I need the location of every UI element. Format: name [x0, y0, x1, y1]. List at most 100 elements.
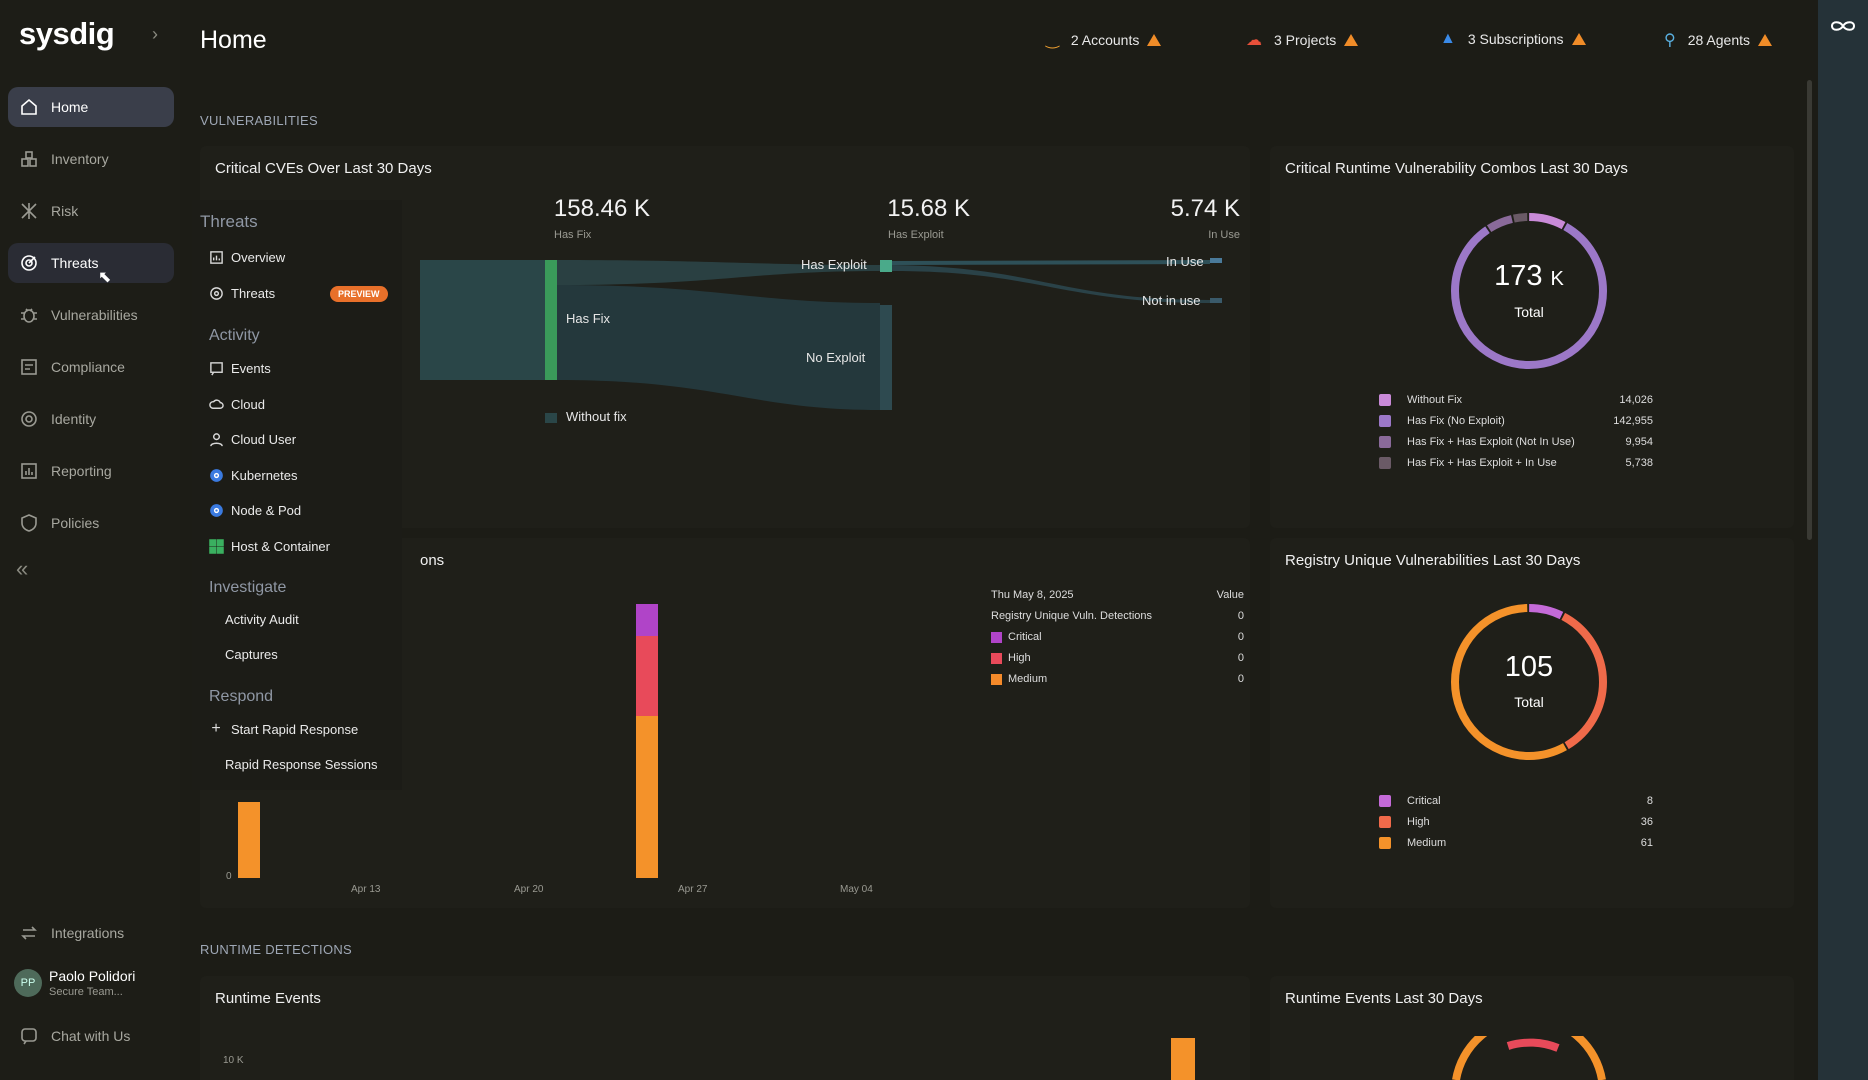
tooltip-date: Thu May 8, 2025 — [991, 589, 1074, 601]
menu-item-rapid-response-sessions[interactable]: Rapid Response Sessions — [225, 757, 377, 772]
menu-item-host-container[interactable]: Host & Container — [208, 538, 330, 554]
legend-value: 5,738 — [1625, 457, 1653, 469]
investigate-heading: Investigate — [209, 579, 287, 596]
agents-label: 28 Agents — [1687, 32, 1750, 48]
user-icon — [208, 431, 224, 447]
scrollbar[interactable] — [1807, 80, 1812, 540]
in-use-label: In Use — [1208, 229, 1240, 241]
projects-stat[interactable]: ☁ 3 Projects — [1246, 30, 1359, 50]
sidebar-item-vulnerabilities[interactable]: Vulnerabilities — [8, 295, 174, 335]
accounts-label: 2 Accounts — [1070, 32, 1140, 48]
tooltip-label: Critical — [1008, 631, 1042, 643]
sidebar-item-compliance[interactable]: Compliance — [8, 347, 174, 387]
menu-item-threats[interactable]: Threats — [208, 285, 275, 301]
events-icon — [208, 360, 224, 376]
menu-item-overview[interactable]: Overview — [208, 249, 285, 265]
sidebar-item-risk[interactable]: Risk — [8, 191, 174, 231]
legend-value: 8 — [1646, 795, 1653, 807]
sankey-label-has-exploit: Has Exploit — [801, 257, 867, 272]
threats-icon — [18, 252, 40, 274]
user-profile[interactable]: PP Paolo Polidori Secure Team... — [14, 968, 135, 998]
desktop-edge — [1818, 0, 1868, 1080]
sidebar-item-label: Vulnerabilities — [51, 307, 138, 323]
legend-item[interactable]: Has Fix + Has Exploit (Not In Use) 9,954 — [1379, 436, 1653, 448]
sankey-flow-no-exploit — [557, 285, 880, 410]
sankey-label-no-exploit: No Exploit — [806, 350, 866, 365]
inventory-icon — [18, 148, 40, 170]
infinity-icon[interactable] — [1828, 14, 1858, 38]
menu-item-activity-audit[interactable]: Activity Audit — [225, 612, 299, 627]
sysdig-logo[interactable]: sysdig — [19, 16, 115, 51]
menu-item-cloud[interactable]: Cloud — [208, 396, 265, 412]
sidebar-item-reporting[interactable]: Reporting — [8, 451, 174, 491]
sankey-label-in-use: In Use — [1166, 254, 1204, 269]
runtime-bar — [1171, 1038, 1195, 1080]
legend-item[interactable]: Medium 61 — [1379, 837, 1653, 849]
accounts-stat[interactable]: ‿ 2 Accounts — [1046, 30, 1162, 50]
sidebar-item-identity[interactable]: Identity — [8, 399, 174, 439]
runtime-events-30-panel — [1270, 976, 1794, 1080]
menu-item-label: Captures — [225, 647, 278, 662]
legend-item[interactable]: Without Fix 14,026 — [1379, 394, 1653, 406]
sankey-label-without-fix: Without fix — [566, 409, 627, 424]
combos-total-value: 173 — [1494, 260, 1543, 292]
warning-icon — [1147, 34, 1162, 46]
legend-label: Critical — [1407, 795, 1441, 807]
legend-item[interactable]: Has Fix + Has Exploit + In Use 5,738 — [1379, 457, 1653, 469]
menu-item-node-pod[interactable]: Node & Pod — [208, 502, 301, 518]
tooltip-value-head: Value — [1216, 589, 1244, 601]
sidebar-item-label: Policies — [51, 515, 100, 531]
sidebar-item-integrations[interactable]: Integrations — [8, 913, 174, 953]
sidebar-item-threats[interactable]: Threats ⬉ — [8, 243, 174, 286]
sidebar-item-inventory[interactable]: Inventory — [8, 139, 174, 179]
sankey-flow-exploit — [557, 260, 880, 285]
collapse-sidebar-icon[interactable]: « — [16, 556, 29, 581]
sankey-without-fix-node — [545, 413, 557, 423]
tooltip-value: 0 — [1237, 652, 1244, 664]
menu-item-events[interactable]: Events — [208, 360, 271, 376]
legend-value: 14,026 — [1619, 394, 1653, 406]
cve-panel-title: Critical CVEs Over Last 30 Days — [215, 160, 432, 177]
registry-total-value: 105 — [1504, 651, 1554, 683]
tooltip-header: Thu May 8, 2025 Value — [991, 589, 1244, 601]
warning-icon — [1758, 34, 1772, 46]
menu-item-captures[interactable]: Captures — [225, 647, 278, 662]
legend-item[interactable]: Critical 8 — [1379, 795, 1653, 807]
menu-item-label: Threats — [231, 285, 276, 301]
chat-with-us-button[interactable]: Chat with Us — [8, 1016, 174, 1056]
kubernetes-icon — [208, 467, 224, 483]
menu-item-label: Start Rapid Response — [231, 721, 359, 737]
respond-heading: Respond — [209, 688, 274, 705]
sankey-in-use-node — [1210, 258, 1222, 263]
legend-item[interactable]: Has Fix (No Exploit) 142,955 — [1379, 415, 1653, 427]
menu-item-cloud-user[interactable]: Cloud User — [208, 431, 296, 447]
warning-icon — [1571, 33, 1586, 45]
sankey-flow-not-in-use — [892, 265, 1210, 303]
agents-stat[interactable]: ⚲ 28 Agents — [1664, 30, 1772, 50]
gcp-icon: ☁ — [1246, 32, 1262, 49]
detections-bar-chart — [238, 604, 658, 878]
tooltip-value: 0 — [1237, 610, 1244, 622]
donut-arc-high — [1451, 604, 1607, 760]
in-use-value: 5.74 K — [1170, 195, 1240, 222]
legend-swatch — [1379, 415, 1391, 427]
registry-panel-title: Registry Unique Vulnerabilities Last 30 … — [1285, 552, 1581, 569]
menu-item-kubernetes[interactable]: Kubernetes — [208, 467, 298, 483]
sidebar-item-label: Inventory — [51, 151, 109, 167]
sidebar: sysdig › Home Inventory Risk Threats ⬉ V… — [0, 0, 180, 1080]
legend-item[interactable]: High 36 — [1379, 816, 1653, 828]
x-tick: Apr 27 — [678, 884, 708, 895]
menu-item-label: Rapid Response Sessions — [225, 757, 378, 772]
subscriptions-stat[interactable]: ▲ 3 Subscriptions — [1440, 30, 1586, 48]
tooltip-label: Registry Unique Vuln. Detections — [991, 610, 1153, 622]
sankey-source — [420, 260, 545, 380]
menu-item-label: Node & Pod — [231, 502, 302, 518]
warning-icon — [1344, 34, 1359, 46]
sidebar-item-policies[interactable]: Policies — [8, 503, 174, 543]
menu-item-start-rapid-response[interactable]: + Start Rapid Response — [208, 720, 359, 737]
sidebar-item-home[interactable]: Home — [8, 87, 174, 127]
legend-swatch — [1379, 436, 1391, 448]
expand-chevron-icon[interactable]: › — [152, 24, 158, 44]
legend-swatch — [1379, 457, 1391, 469]
